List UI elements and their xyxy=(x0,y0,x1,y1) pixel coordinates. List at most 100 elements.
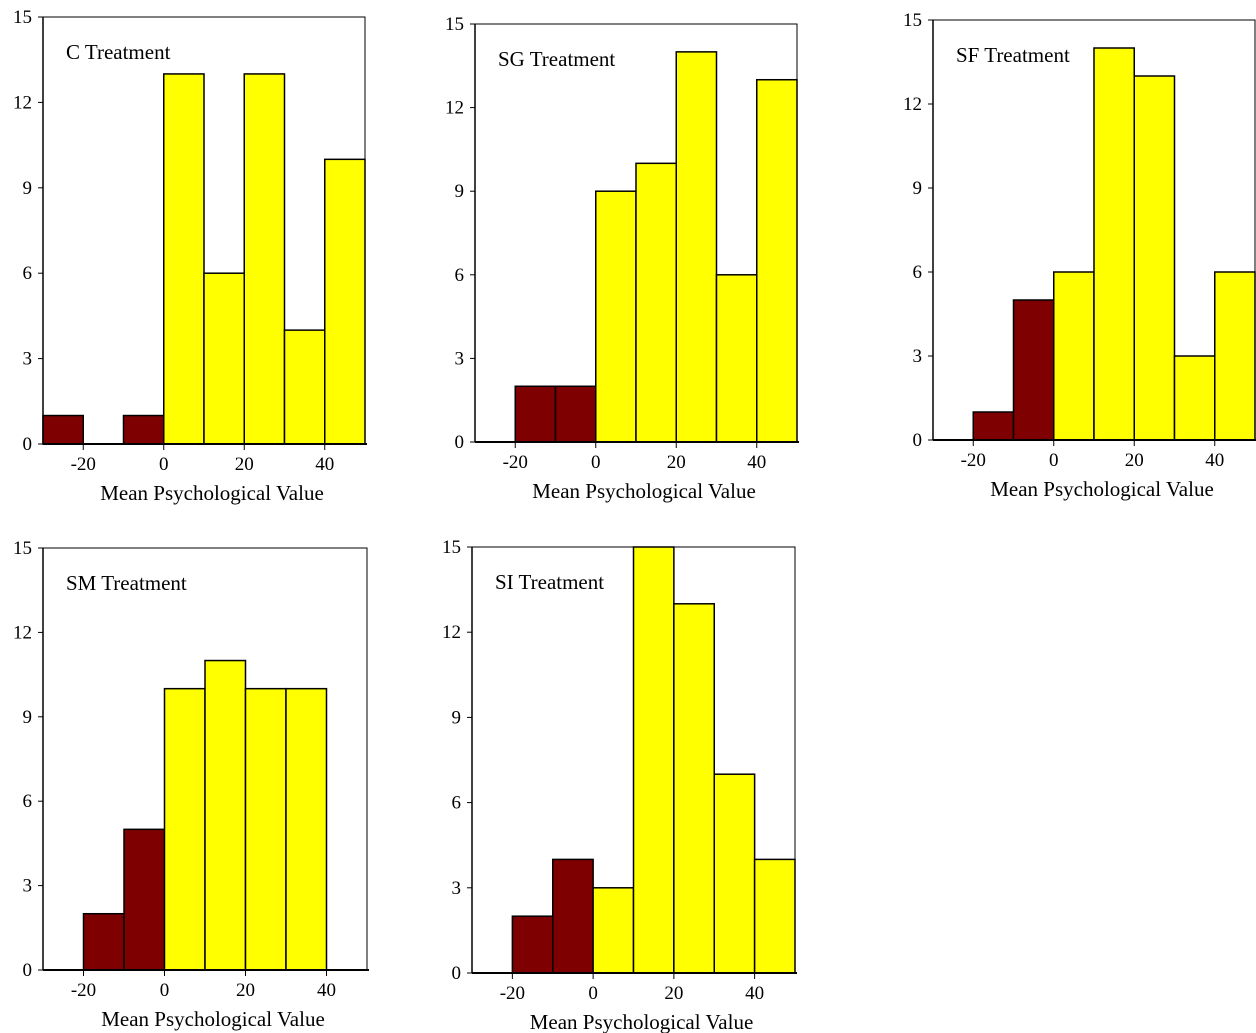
histogram-panel: 0 3 6 9 12 15 -20 0 20 40 C Treatment Mean Psycholo… xyxy=(13,7,367,505)
x-tick-label: 20 xyxy=(235,454,254,475)
histogram-bar xyxy=(1093,47,1135,441)
y-tick-label: 0 xyxy=(455,432,465,453)
y-tick-label: 15 xyxy=(442,537,461,558)
x-tick-label: -20 xyxy=(961,450,986,471)
histogram-bar xyxy=(715,274,758,443)
x-axis-label: Mean Psychological Value xyxy=(101,1007,325,1031)
y-tick-label: 3 xyxy=(23,876,33,897)
x-axis-label: Mean Psychological Value xyxy=(530,1010,754,1033)
y-tick-label: 15 xyxy=(13,7,32,28)
x-tick-label: 40 xyxy=(745,983,764,1004)
histogram-bar xyxy=(1214,271,1256,441)
histogram-bar xyxy=(122,414,165,445)
y-tick-label: 6 xyxy=(455,265,465,286)
x-tick-label: -20 xyxy=(71,454,96,475)
histogram-bar xyxy=(163,687,206,971)
x-tick-label: 0 xyxy=(160,980,170,1001)
x-tick-label: -20 xyxy=(71,980,96,1001)
histogram-bar xyxy=(756,78,798,443)
y-tick-label: 3 xyxy=(913,346,923,367)
histogram-bar xyxy=(1133,75,1176,441)
histogram-bar xyxy=(204,659,247,971)
histogram-bar xyxy=(552,858,594,974)
y-tick-label: 9 xyxy=(452,707,462,728)
histogram-bar xyxy=(123,828,166,971)
x-tick-label: 0 xyxy=(591,452,601,473)
histogram-bar xyxy=(82,912,125,971)
chart-title: C Treatment xyxy=(66,40,171,64)
y-tick-label: 15 xyxy=(445,14,464,35)
y-tick-label: 0 xyxy=(23,434,33,455)
y-tick-label: 15 xyxy=(903,10,922,31)
histogram-bar xyxy=(514,385,557,443)
histogram-bar xyxy=(324,158,366,445)
histogram-bar xyxy=(243,73,286,445)
plot-frame xyxy=(472,546,796,973)
histogram-bar xyxy=(554,385,597,443)
histogram-panel: 0 3 6 9 12 15 -20 0 20 40 SF Treatment Mean Psychol… xyxy=(903,10,1256,501)
histogram-bar xyxy=(713,773,756,974)
x-tick-label: 40 xyxy=(317,980,336,1001)
histogram-bar xyxy=(592,887,635,974)
x-tick-label: 20 xyxy=(667,452,686,473)
histogram-bar xyxy=(42,414,84,445)
y-tick-label: 6 xyxy=(913,262,923,283)
histogram-bar xyxy=(283,329,326,445)
x-tick-label: 20 xyxy=(1125,450,1144,471)
y-tick-label: 12 xyxy=(13,622,32,643)
y-tick-label: 3 xyxy=(23,349,33,370)
chart-title: SI Treatment xyxy=(495,570,604,594)
x-tick-label: 20 xyxy=(236,980,255,1001)
x-tick-label: 0 xyxy=(159,454,169,475)
histogram-bar xyxy=(753,858,796,974)
histogram-bar xyxy=(972,411,1015,441)
y-tick-label: 0 xyxy=(913,430,923,451)
y-tick-label: 12 xyxy=(903,94,922,115)
x-tick-label: 20 xyxy=(664,983,683,1004)
chart-title: SF Treatment xyxy=(956,43,1070,67)
x-tick-label: 40 xyxy=(1205,450,1224,471)
y-tick-label: 12 xyxy=(445,98,464,119)
histogram-panel: 0 3 6 9 12 15 -20 0 20 40 SM Treatment Mean Psychol… xyxy=(13,538,369,1031)
x-axis-label: Mean Psychological Value xyxy=(100,481,324,505)
histogram-panel: 0 3 6 9 12 15 -20 0 20 40 SG Treatment Mean Psychol… xyxy=(445,14,799,503)
histogram-bar xyxy=(203,272,245,445)
y-tick-label: 0 xyxy=(23,960,33,981)
y-tick-label: 3 xyxy=(452,878,462,899)
histogram-bar xyxy=(595,190,637,443)
y-tick-label: 6 xyxy=(452,793,462,814)
y-tick-label: 9 xyxy=(455,181,465,202)
histogram-bar xyxy=(635,162,677,443)
histogram-bar xyxy=(675,51,718,443)
y-tick-label: 9 xyxy=(913,178,923,199)
histogram-bar xyxy=(673,603,715,974)
y-tick-label: 6 xyxy=(23,791,33,812)
histogram-bar xyxy=(511,915,554,974)
y-tick-label: 0 xyxy=(452,963,462,984)
x-tick-label: -20 xyxy=(500,983,525,1004)
histogram-bar xyxy=(163,73,205,445)
y-tick-label: 12 xyxy=(442,622,461,643)
y-tick-label: 6 xyxy=(23,263,33,284)
histogram-bar xyxy=(1053,271,1095,441)
y-tick-label: 3 xyxy=(455,348,465,369)
x-tick-label: -20 xyxy=(503,452,528,473)
y-tick-label: 9 xyxy=(23,178,33,199)
x-tick-label: 0 xyxy=(1049,450,1059,471)
histogram-bar xyxy=(632,546,675,974)
y-tick-label: 12 xyxy=(13,92,32,113)
y-tick-label: 9 xyxy=(23,707,33,728)
x-axis-label: Mean Psychological Value xyxy=(532,479,756,503)
x-tick-label: 40 xyxy=(315,454,334,475)
histogram-bar xyxy=(244,687,287,971)
histogram-panel: 0 3 6 9 12 15 -20 0 20 40 SI Treatment Mean Psychol… xyxy=(442,537,797,1033)
chart-title: SM Treatment xyxy=(66,571,187,595)
histogram-bar xyxy=(1173,355,1216,441)
histogram-bar xyxy=(1012,299,1055,441)
chart-title: SG Treatment xyxy=(498,47,615,71)
x-axis-label: Mean Psychological Value xyxy=(990,477,1214,501)
plot-frame xyxy=(43,547,368,970)
x-tick-label: 40 xyxy=(747,452,766,473)
x-tick-label: 0 xyxy=(588,983,598,1004)
